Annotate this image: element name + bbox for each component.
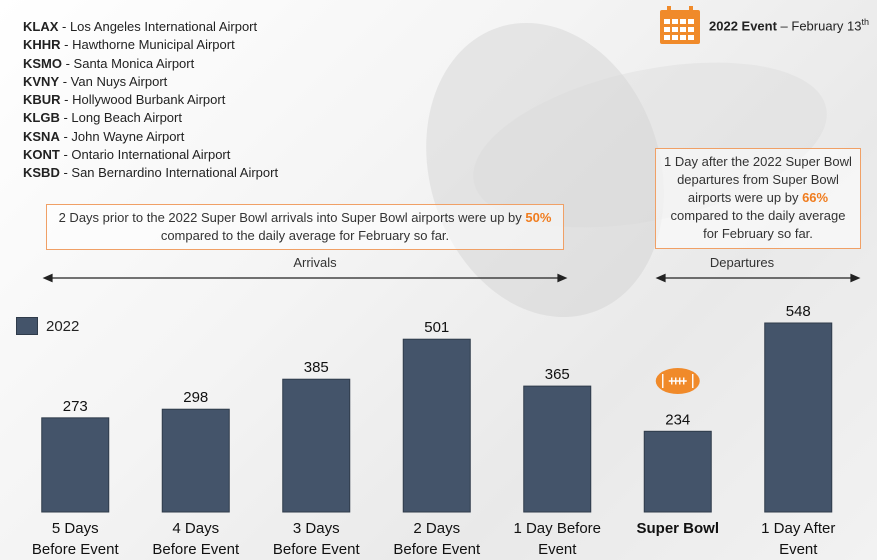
data-label: 273 (63, 398, 88, 415)
airport-name: - Ontario International Airport (59, 147, 231, 163)
airport-code: KLAX (23, 19, 59, 34)
event-date-text: – February 13 (776, 18, 862, 34)
tick-label: 1 Day Before (513, 520, 601, 537)
departures-note-after: compared to the daily average for Februa… (670, 208, 846, 241)
arrivals-note-after: compared to the daily average for Februa… (160, 228, 450, 243)
event-date-suffix: th (861, 16, 869, 27)
airport-name: - Hollywood Burbank Airport (60, 92, 226, 108)
departures-label: Departures (709, 255, 775, 270)
airport-name: - Van Nuys Airport (59, 73, 168, 89)
airport-name: - John Wayne Airport (59, 128, 185, 144)
data-label: 385 (304, 359, 329, 376)
event-year: 2022 Event (709, 18, 777, 34)
tick-label: 1 Day After (761, 520, 835, 537)
airport-item: KSNA - John Wayne Airport (23, 128, 278, 146)
airport-item: KSMO - Santa Monica Airport (23, 55, 278, 73)
airport-code: KBUR (23, 92, 61, 108)
tick-label: Before Event (273, 541, 361, 558)
departures-note-before: 1 Day after the 2022 Super Bowl departur… (664, 154, 852, 205)
arrivals-note-pct: 50% (525, 210, 552, 225)
airport-item: KHHR - Hawthorne Municipal Airport (23, 36, 278, 54)
arrivals-note: 2 Days prior to the 2022 Super Bowl arri… (46, 204, 564, 250)
chart-legend: 2022 (16, 317, 79, 335)
tick-label: 4 Days (172, 520, 219, 537)
football-icon (655, 368, 700, 394)
airport-code: KONT (23, 147, 60, 163)
arrivals-label: Arrivals (293, 255, 337, 270)
bar (161, 408, 230, 513)
bar (41, 417, 110, 513)
bar (764, 322, 833, 513)
tick-label: 2 Days (413, 520, 460, 537)
tick-label: Before Event (393, 541, 481, 558)
bar (402, 338, 471, 513)
data-label: 365 (545, 366, 570, 383)
airport-item: KVNY - Van Nuys Airport (23, 73, 278, 91)
calendar-icon (660, 6, 700, 44)
tick-label: 3 Days (293, 520, 340, 537)
data-label: 501 (424, 319, 449, 336)
departures-note-pct: 66% (802, 190, 829, 205)
departures-note: 1 Day after the 2022 Super Bowl departur… (655, 148, 861, 249)
data-label: 298 (183, 389, 208, 406)
airport-code: KLGB (23, 110, 60, 126)
airport-item: KLAX - Los Angeles International Airport (23, 18, 278, 36)
airport-item: KONT - Ontario International Airport (23, 146, 278, 164)
tick-label: Before Event (32, 541, 120, 558)
data-label: 234 (665, 411, 690, 428)
tick-label: 5 Days (52, 520, 99, 537)
airport-item: KBUR - Hollywood Burbank Airport (23, 91, 278, 109)
airport-item: KLGB - Long Beach Airport (23, 109, 278, 127)
data-label: 548 (786, 303, 811, 320)
legend-swatch (16, 317, 38, 335)
airport-list: KLAX - Los Angeles International Airport… (23, 18, 278, 183)
airport-code: KSBD (23, 165, 60, 181)
airport-item: KSBD - San Bernardino International Airp… (23, 164, 278, 182)
arrivals-note-before: 2 Days prior to the 2022 Super Bowl arri… (58, 210, 526, 225)
bar (523, 385, 592, 513)
airport-name: - Los Angeles International Airport (58, 19, 258, 34)
tick-label: Before Event (152, 541, 240, 558)
event-header: 2022 Event – February 13th (659, 5, 869, 45)
event-date: 2022 Event – February 13th (709, 17, 869, 33)
airport-name: - San Bernardino International Airport (59, 165, 279, 181)
tick-label: Event (538, 541, 577, 558)
airport-name: - Long Beach Airport (59, 110, 182, 126)
airport-code: KHHR (23, 37, 61, 53)
airport-code: KSMO (23, 55, 62, 71)
bar (643, 430, 712, 513)
airport-code: KVNY (23, 73, 60, 89)
legend-label: 2022 (46, 317, 80, 335)
bar (282, 378, 351, 513)
airport-code: KSNA (23, 128, 60, 144)
airport-name: - Santa Monica Airport (62, 55, 195, 71)
airport-name: - Hawthorne Municipal Airport (60, 37, 235, 53)
tick-label: Super Bowl (636, 520, 719, 537)
tick-label: Event (779, 541, 818, 558)
